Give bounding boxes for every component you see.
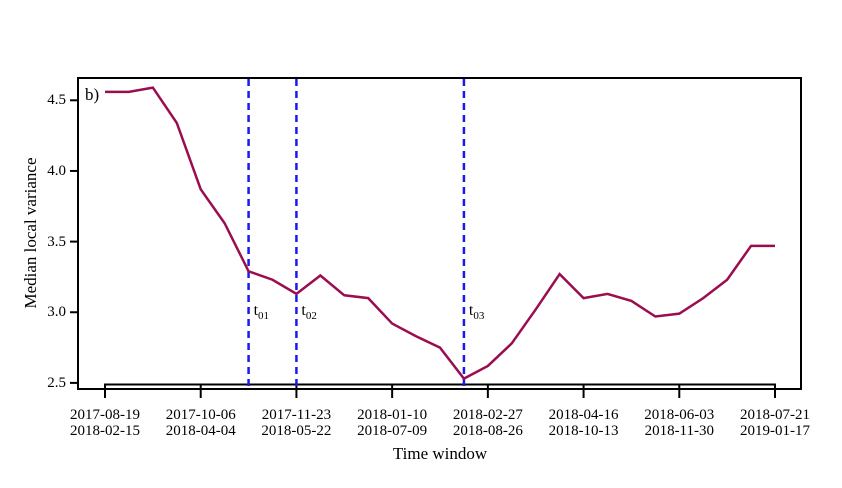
x-tick-label: 2018-01-10 2018-07-09 (357, 407, 428, 439)
x-tick-end-date: 2018-02-15 (70, 422, 140, 439)
plot-frame (77, 77, 802, 390)
y-tick-label: 2.5 (47, 374, 66, 391)
x-tick-end-date: 2019-01-17 (740, 422, 810, 439)
y-tick-label: 4.5 (47, 92, 66, 109)
x-tick-start-date: 2018-01-10 (357, 407, 428, 423)
x-tick-end-date: 2018-08-26 (452, 422, 523, 439)
marker-prefix: t (253, 302, 259, 319)
panel-label: b) (85, 85, 100, 104)
marker-label-t01: t01 (254, 302, 269, 325)
x-tick-end-date: 2018-10-13 (548, 422, 619, 439)
x-tick-label: 2017-10-06 2018-04-04 (165, 407, 236, 439)
x-tick-start-date: 2018-07-21 (740, 407, 810, 423)
x-tick-end-date: 2018-05-22 (261, 422, 332, 439)
marker-subscript: 01 (258, 310, 270, 323)
y-tick-label: 3.0 (47, 304, 66, 321)
y-tick-label: 3.5 (47, 233, 66, 250)
x-tick-label: 2018-06-03 2018-11-30 (644, 407, 715, 439)
series-line (105, 86, 775, 381)
y-tick-label: 4.0 (47, 162, 66, 179)
x-tick-end-date: 2018-11-30 (644, 422, 714, 439)
x-tick-start-date: 2017-08-19 (70, 407, 140, 423)
x-tick-label: 2018-02-27 2018-08-26 (452, 407, 523, 439)
x-tick-end-date: 2018-07-09 (357, 422, 428, 439)
x-tick-label: 2017-11-23 2018-05-22 (261, 407, 332, 439)
marker-subscript: 03 (473, 310, 485, 323)
x-tick-label: 2018-04-16 2018-10-13 (548, 407, 619, 439)
x-tick-start-date: 2018-06-03 (644, 407, 715, 423)
x-tick-label: 2017-08-19 2018-02-15 (70, 407, 140, 439)
x-axis-title: Time window (392, 444, 488, 463)
marker-prefix: t (301, 302, 306, 319)
x-tick-start-date: 2018-02-27 (452, 407, 523, 423)
x-tick-start-date: 2018-04-16 (548, 407, 619, 423)
marker-subscript: 02 (305, 310, 317, 323)
x-tick-label: 2018-07-21 2019-01-17 (740, 407, 810, 439)
marker-label-t02: t02 (301, 302, 316, 325)
marker-prefix: t (468, 302, 474, 319)
x-tick-start-date: 2017-11-23 (261, 407, 332, 423)
x-tick-end-date: 2018-04-04 (165, 422, 236, 439)
x-tick-start-date: 2017-10-06 (165, 407, 236, 423)
marker-label-t03: t03 (469, 302, 484, 325)
